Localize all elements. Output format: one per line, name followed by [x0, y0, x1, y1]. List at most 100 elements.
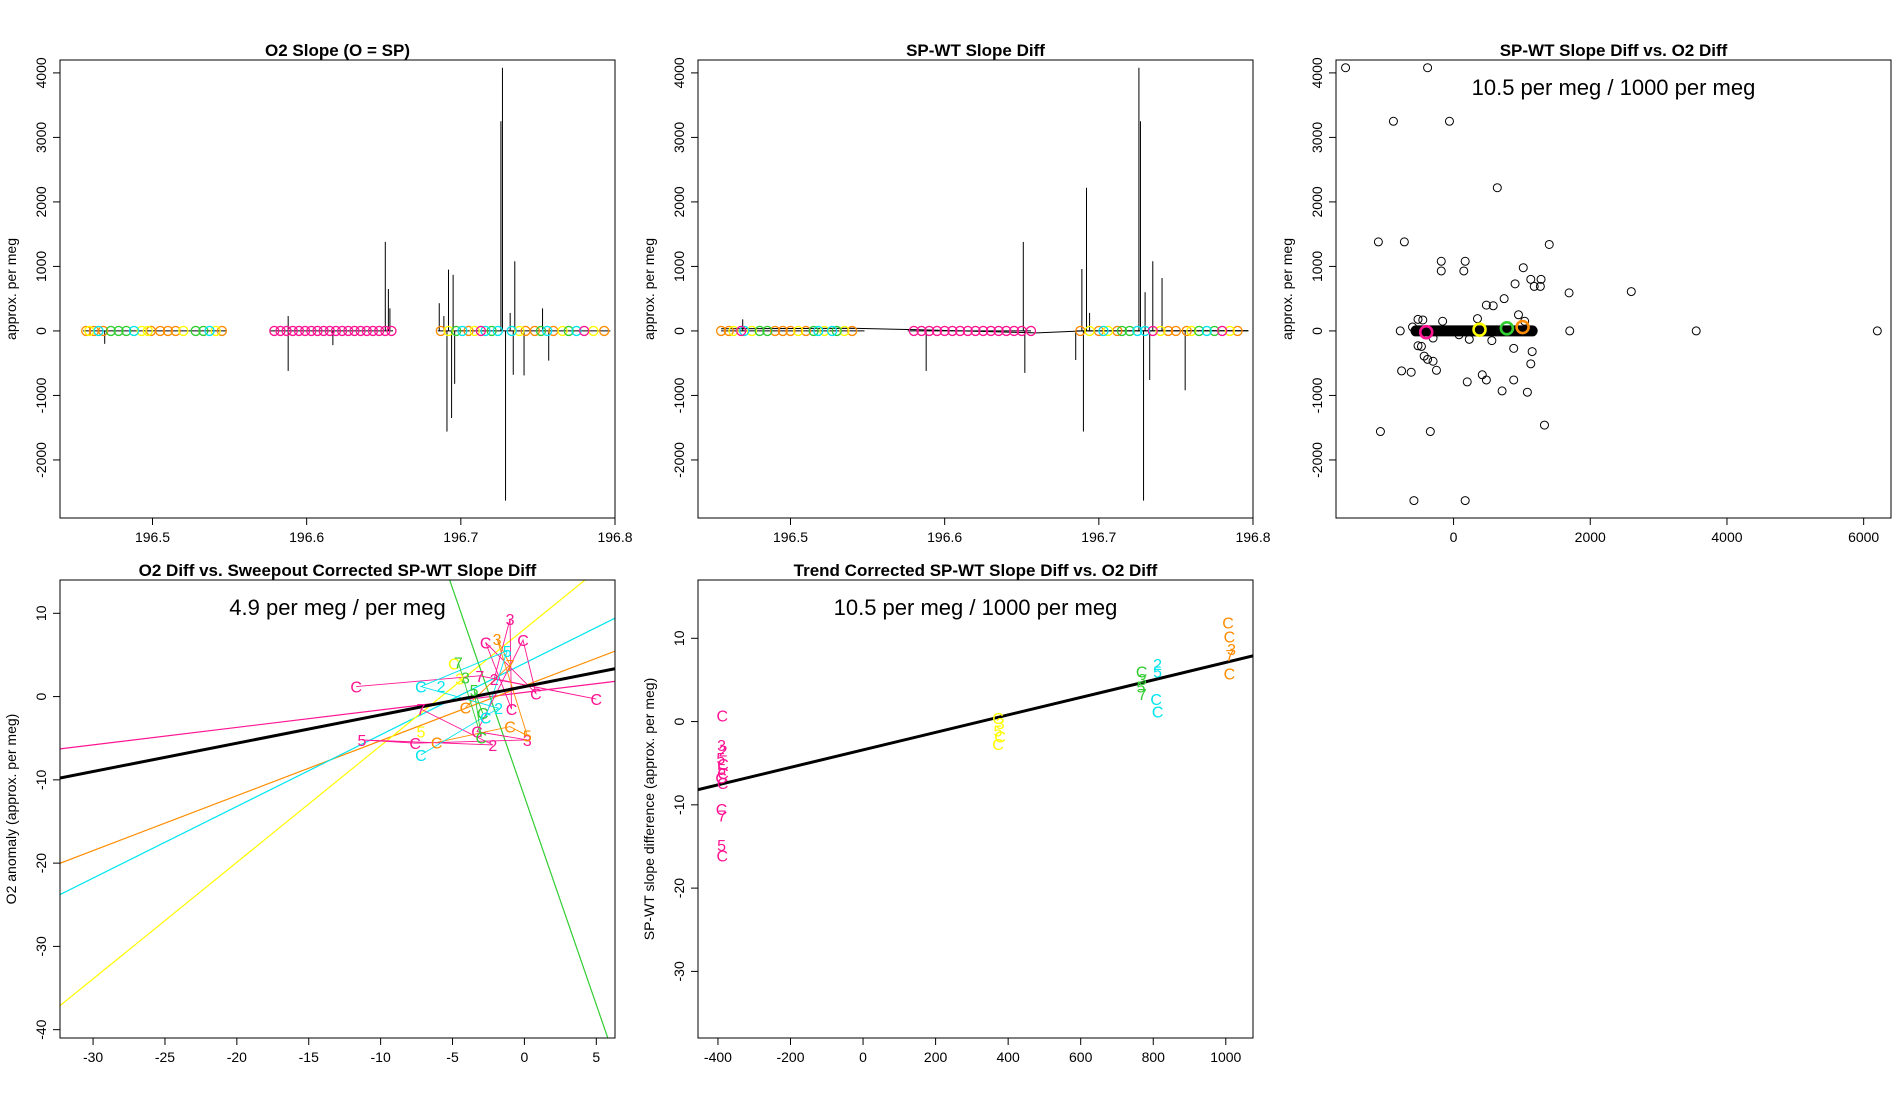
x-tick-label: 6000 [1848, 529, 1879, 545]
data-point [486, 325, 497, 337]
data-point [1529, 281, 1539, 291]
data-point-label: C [1224, 666, 1236, 683]
data-point [754, 325, 765, 337]
data-point-label: C [506, 702, 518, 719]
data-point-label: C [471, 725, 483, 742]
data-point [178, 325, 189, 337]
data-point [736, 325, 747, 337]
data-point [287, 325, 298, 337]
data-point [1201, 325, 1212, 337]
data-point [1872, 326, 1882, 336]
data-point [819, 325, 830, 337]
data-point [1497, 386, 1507, 396]
data-point [1464, 334, 1474, 344]
data-point [542, 325, 553, 337]
y-tick-label: -2000 [1309, 442, 1325, 478]
y-tick-label: -2000 [33, 442, 49, 478]
data-point [993, 325, 1004, 337]
data-point [93, 325, 104, 337]
data-point-label: 3 [493, 632, 502, 649]
data-point [970, 325, 981, 337]
data-point [762, 325, 773, 337]
data-point [1413, 314, 1423, 324]
slope-annotation: 4.9 per meg / per meg [229, 595, 445, 620]
data-point [1209, 325, 1220, 337]
y-tick-label: -30 [33, 936, 49, 956]
y-tick-label: 1000 [33, 251, 49, 282]
highlight-point [1499, 321, 1515, 336]
x-tick-label: 5 [592, 1049, 600, 1065]
x-tick-label: 0 [859, 1049, 867, 1065]
y-tick-label: 4000 [1309, 57, 1325, 88]
data-point [457, 325, 468, 337]
data-point-label: C [517, 633, 529, 650]
x-tick-label: 200 [924, 1049, 948, 1065]
group-fit-line [449, 580, 609, 1038]
data-point [839, 325, 850, 337]
data-point-label: 7 [506, 658, 515, 675]
data-point [769, 325, 781, 337]
y-tick-label: -30 [671, 961, 687, 981]
data-point [318, 325, 329, 337]
x-tick-label: -15 [299, 1049, 319, 1065]
y-tick-label: -1000 [33, 377, 49, 413]
plot-area [81, 67, 611, 501]
trend-line [721, 327, 1249, 334]
data-point [435, 325, 446, 337]
data-point-label: C [1136, 665, 1148, 682]
data-point-label: C [350, 680, 362, 697]
y-tick-label: 2000 [1309, 186, 1325, 217]
data-point [1691, 326, 1701, 336]
data-point-label: 5 [357, 733, 366, 750]
data-point [1536, 274, 1546, 284]
data-point [1098, 325, 1109, 337]
data-point-label: 5 [1136, 680, 1145, 697]
y-tick-label: 0 [1309, 327, 1325, 335]
data-point-label: C [717, 709, 729, 726]
chart-title: SP-WT Slope Diff [906, 41, 1045, 60]
data-point [723, 325, 734, 337]
data-point [1436, 266, 1446, 276]
data-point [529, 325, 540, 337]
slope-annotation: 10.5 per meg / 1000 per meg [1472, 75, 1756, 100]
data-point-label: 7 [717, 809, 726, 826]
data-point-label: C [715, 770, 727, 787]
data-point [579, 325, 590, 337]
data-point [1373, 237, 1383, 247]
data-point [1460, 256, 1470, 266]
y-axis-label: approx. per meg [1279, 238, 1295, 340]
data-point-label: C [717, 776, 729, 793]
data-point [826, 325, 838, 337]
x-tick-label: 196.8 [597, 529, 632, 545]
data-point [1492, 183, 1502, 193]
x-tick-label: -5 [446, 1049, 459, 1065]
x-tick-label: 800 [1142, 1049, 1166, 1065]
x-tick-label: -25 [155, 1049, 175, 1065]
plot-area [715, 67, 1249, 501]
y-tick-label: 3000 [33, 122, 49, 153]
data-point [1224, 325, 1236, 337]
x-tick-label: 196.5 [773, 529, 808, 545]
y-tick-label: 0 [671, 717, 687, 725]
data-point [1025, 325, 1037, 337]
data-point [469, 325, 480, 337]
data-point [1375, 427, 1385, 437]
data-point-label: C [460, 700, 472, 717]
data-point [1460, 496, 1470, 506]
overall-fit-line [60, 667, 615, 780]
data-point [1438, 316, 1448, 326]
data-point [269, 325, 280, 337]
data-point [535, 325, 547, 337]
point-connector [457, 662, 484, 738]
data-point [1217, 325, 1228, 337]
data-point [831, 325, 842, 337]
data-point [847, 325, 858, 337]
data-point [198, 325, 209, 337]
data-point [506, 325, 517, 337]
y-axis-label: O2 anomaly (approx. per meg) [3, 714, 19, 905]
x-tick-label: 2000 [1575, 529, 1606, 545]
data-point [336, 325, 348, 337]
data-point [954, 325, 966, 337]
